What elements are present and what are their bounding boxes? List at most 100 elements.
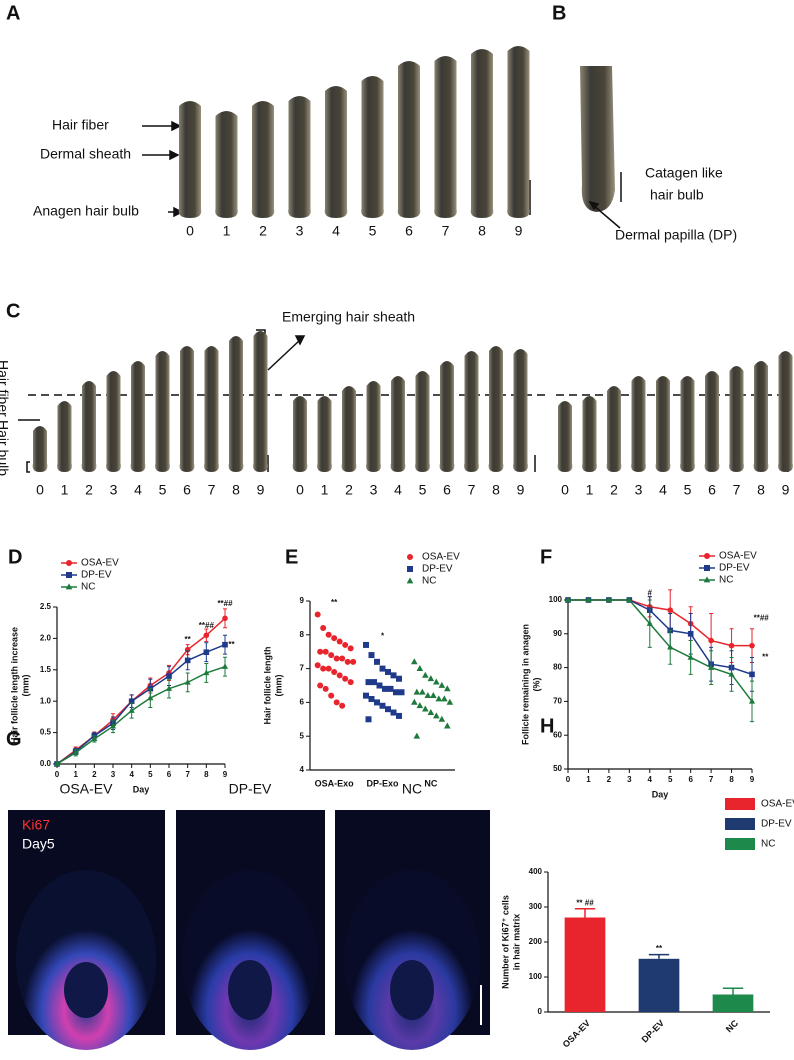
marker xyxy=(203,649,210,656)
follicle-number: 4 xyxy=(332,223,340,239)
follicle-number: 8 xyxy=(492,482,500,498)
marker xyxy=(687,654,694,660)
follicle-image xyxy=(324,86,348,218)
panel-label: B xyxy=(552,2,566,24)
follicle-image xyxy=(704,371,720,472)
marker xyxy=(398,689,405,696)
x-tick-label: 8 xyxy=(729,775,734,784)
marker xyxy=(385,668,391,675)
follicle-image xyxy=(288,96,311,218)
annotation: **## xyxy=(199,621,215,630)
legend-label: OSA-EV xyxy=(422,552,460,563)
marker xyxy=(374,658,380,665)
legend-label: OSA-EV xyxy=(719,551,757,562)
follicle-number: 1 xyxy=(61,482,69,498)
follicle-image xyxy=(464,351,479,472)
follicle-number: 2 xyxy=(345,482,353,498)
marker xyxy=(646,620,653,626)
x-axis-label: Day xyxy=(133,784,150,794)
follicle-number: 0 xyxy=(561,482,569,498)
marker xyxy=(314,662,321,669)
marker xyxy=(390,672,397,679)
series-line xyxy=(56,643,226,765)
marker xyxy=(336,638,343,645)
y-tick-label: 0.0 xyxy=(40,759,52,768)
series-line xyxy=(56,665,226,765)
follicle-number: 4 xyxy=(134,482,142,498)
x-tick-label: 1 xyxy=(586,775,591,784)
follicle-number: 4 xyxy=(659,482,667,498)
y-tick-label: 7 xyxy=(300,664,305,673)
follicle-number: 2 xyxy=(85,482,93,498)
marker xyxy=(222,615,228,622)
marker xyxy=(336,672,343,679)
x-tick-label: DP-EV xyxy=(640,1018,667,1045)
x-tick-label: 4 xyxy=(129,770,134,779)
annotation: ** xyxy=(656,944,663,953)
follicle-number: 6 xyxy=(708,482,716,498)
micrograph-papilla xyxy=(390,960,434,1020)
follicle-number: 5 xyxy=(369,223,377,239)
marker xyxy=(72,749,79,755)
y-tick-label: 300 xyxy=(529,902,543,911)
marker xyxy=(128,707,135,713)
marker xyxy=(687,631,694,637)
marker xyxy=(66,560,72,566)
label: Catagen like xyxy=(645,165,723,181)
follicle-image xyxy=(366,381,381,472)
marker xyxy=(667,607,674,613)
stain-label: Ki67 xyxy=(22,817,50,833)
follicle-number: 0 xyxy=(186,223,194,239)
marker xyxy=(424,692,432,699)
y-tick-label: 70 xyxy=(553,697,562,706)
follicle-number: 6 xyxy=(443,482,451,498)
follicle-number: 0 xyxy=(36,482,44,498)
label: Emerging hair sheath xyxy=(282,309,415,325)
x-tick-label: 9 xyxy=(223,770,228,779)
annotation: ** xyxy=(762,653,769,662)
marker xyxy=(350,658,357,665)
marker xyxy=(365,716,372,723)
marker xyxy=(396,712,402,719)
y-axis-label: (mm) xyxy=(273,674,283,696)
marker xyxy=(347,645,354,652)
y-tick-label: 80 xyxy=(553,663,562,672)
y-tick-label: 0.5 xyxy=(40,728,52,737)
follicles xyxy=(32,331,793,472)
marker xyxy=(320,665,327,672)
x-tick-label: 5 xyxy=(148,770,153,779)
marker xyxy=(427,708,435,715)
follicle-number: 1 xyxy=(586,482,594,498)
follicle-image xyxy=(778,351,793,472)
group-label: DP-EV xyxy=(229,781,272,797)
annotation: # xyxy=(648,588,653,597)
x-tick-label: 0 xyxy=(55,770,60,779)
follicle-image xyxy=(507,46,530,218)
follicle-image xyxy=(253,331,268,472)
y-tick-label: 2.5 xyxy=(40,602,52,611)
legend-label: NC xyxy=(81,582,95,593)
marker xyxy=(184,657,191,664)
follicle-image xyxy=(251,101,275,218)
x-tick-label: NC xyxy=(424,778,437,788)
x-axis-label: Day xyxy=(652,789,669,799)
marker xyxy=(446,698,454,705)
panel-label: D xyxy=(8,546,22,568)
marker xyxy=(109,722,117,729)
marker xyxy=(422,705,429,712)
series-line xyxy=(568,599,752,647)
follicle-image xyxy=(228,336,244,472)
follicle-number: 1 xyxy=(223,223,231,239)
legend-label: DP-EV xyxy=(719,563,750,574)
marker xyxy=(427,675,435,682)
x-tick-label: 2 xyxy=(607,775,612,784)
follicle-image xyxy=(439,361,455,472)
micrograph-papilla xyxy=(228,960,272,1020)
marker xyxy=(433,712,440,719)
marker xyxy=(147,694,154,701)
x-tick-label: 1 xyxy=(73,770,78,779)
follicle-image xyxy=(557,401,573,472)
label: Hair fiber xyxy=(0,360,11,417)
marker xyxy=(416,702,424,709)
follicle-number: 2 xyxy=(259,223,267,239)
